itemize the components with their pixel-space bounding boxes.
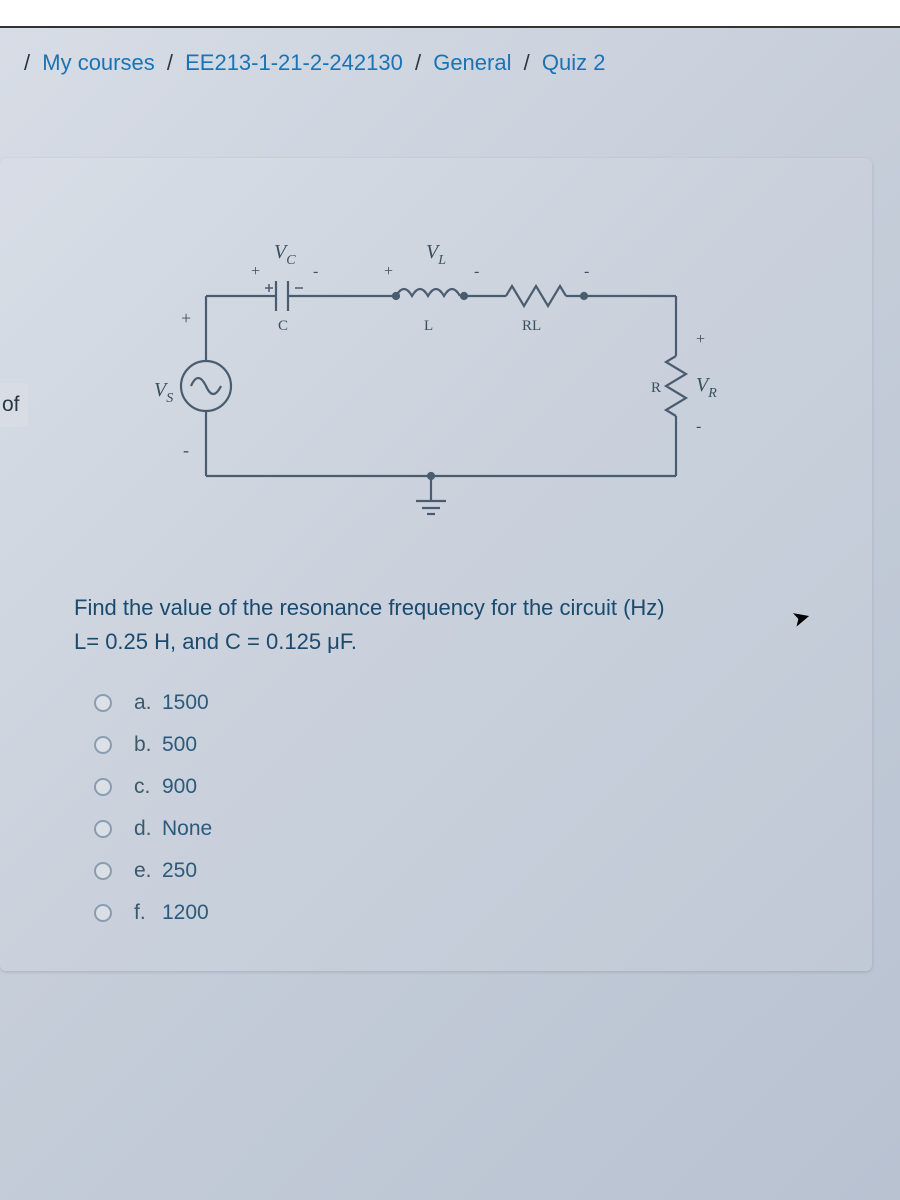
circuit-VC-label: VC bbox=[274, 241, 296, 268]
breadcrumb-separator: / bbox=[24, 50, 30, 75]
option-c[interactable]: c. 900 bbox=[94, 775, 858, 799]
breadcrumb-separator: / bbox=[524, 50, 530, 75]
option-value: 900 bbox=[162, 775, 197, 799]
svg-text:-: - bbox=[183, 440, 189, 460]
option-value: 1200 bbox=[162, 901, 209, 925]
circuit-RL-label: RL bbox=[522, 318, 541, 334]
question-panel: + - + - + - - + - C L RL R VC VL VS bbox=[0, 158, 872, 971]
circuit-diagram: + - + - + - - + - C L RL R VC VL VS bbox=[86, 206, 786, 546]
circuit-VR-label: VR bbox=[696, 374, 717, 401]
window-top-edge bbox=[0, 0, 900, 28]
svg-text:-: - bbox=[584, 263, 589, 280]
option-f[interactable]: f. 1200 bbox=[94, 901, 858, 925]
option-value: 1500 bbox=[162, 691, 209, 715]
question-text: Find the value of the resonance frequenc… bbox=[74, 591, 838, 659]
radio-b[interactable] bbox=[94, 736, 112, 754]
breadcrumb-separator: / bbox=[415, 50, 421, 75]
radio-c[interactable] bbox=[94, 778, 112, 796]
question-line-1: Find the value of the resonance frequenc… bbox=[74, 591, 838, 625]
radio-a[interactable] bbox=[94, 694, 112, 712]
option-e[interactable]: e. 250 bbox=[94, 859, 858, 883]
answer-options: a. 1500 b. 500 c. 900 d. None e. 250 f. … bbox=[94, 691, 858, 925]
svg-text:+: + bbox=[384, 263, 393, 280]
circuit-L-label: L bbox=[424, 318, 433, 334]
circuit-VL-label: VL bbox=[426, 241, 446, 268]
circuit-VS-label: VS bbox=[154, 379, 173, 406]
radio-f[interactable] bbox=[94, 904, 112, 922]
breadcrumb-separator: / bbox=[167, 50, 173, 75]
option-letter: e. bbox=[134, 859, 162, 883]
option-letter: d. bbox=[134, 817, 162, 841]
option-letter: b. bbox=[134, 733, 162, 757]
breadcrumb-section[interactable]: General bbox=[433, 50, 511, 75]
option-value: 500 bbox=[162, 733, 197, 757]
option-value: None bbox=[162, 817, 212, 841]
option-letter: c. bbox=[134, 775, 162, 799]
breadcrumb-page[interactable]: Quiz 2 bbox=[542, 50, 606, 75]
breadcrumb-my-courses[interactable]: My courses bbox=[42, 50, 154, 75]
option-d[interactable]: d. None bbox=[94, 817, 858, 841]
option-a[interactable]: a. 1500 bbox=[94, 691, 858, 715]
svg-text:+: + bbox=[251, 263, 260, 280]
svg-text:-: - bbox=[474, 263, 479, 280]
breadcrumb: / My courses / EE213-1-21-2-242130 / Gen… bbox=[0, 28, 900, 98]
radio-e[interactable] bbox=[94, 862, 112, 880]
option-letter: a. bbox=[134, 691, 162, 715]
svg-text:+: + bbox=[696, 331, 705, 348]
svg-text:+: + bbox=[181, 308, 191, 328]
question-line-2: L= 0.25 H, and C = 0.125 μF. bbox=[74, 625, 838, 659]
option-b[interactable]: b. 500 bbox=[94, 733, 858, 757]
svg-text:-: - bbox=[696, 418, 701, 435]
breadcrumb-course-code[interactable]: EE213-1-21-2-242130 bbox=[185, 50, 403, 75]
circuit-C-label: C bbox=[278, 318, 288, 334]
radio-d[interactable] bbox=[94, 820, 112, 838]
option-letter: f. bbox=[134, 901, 162, 925]
circuit-R-label: R bbox=[651, 380, 661, 396]
svg-text:-: - bbox=[313, 263, 318, 280]
option-value: 250 bbox=[162, 859, 197, 883]
side-label: of bbox=[0, 383, 28, 427]
